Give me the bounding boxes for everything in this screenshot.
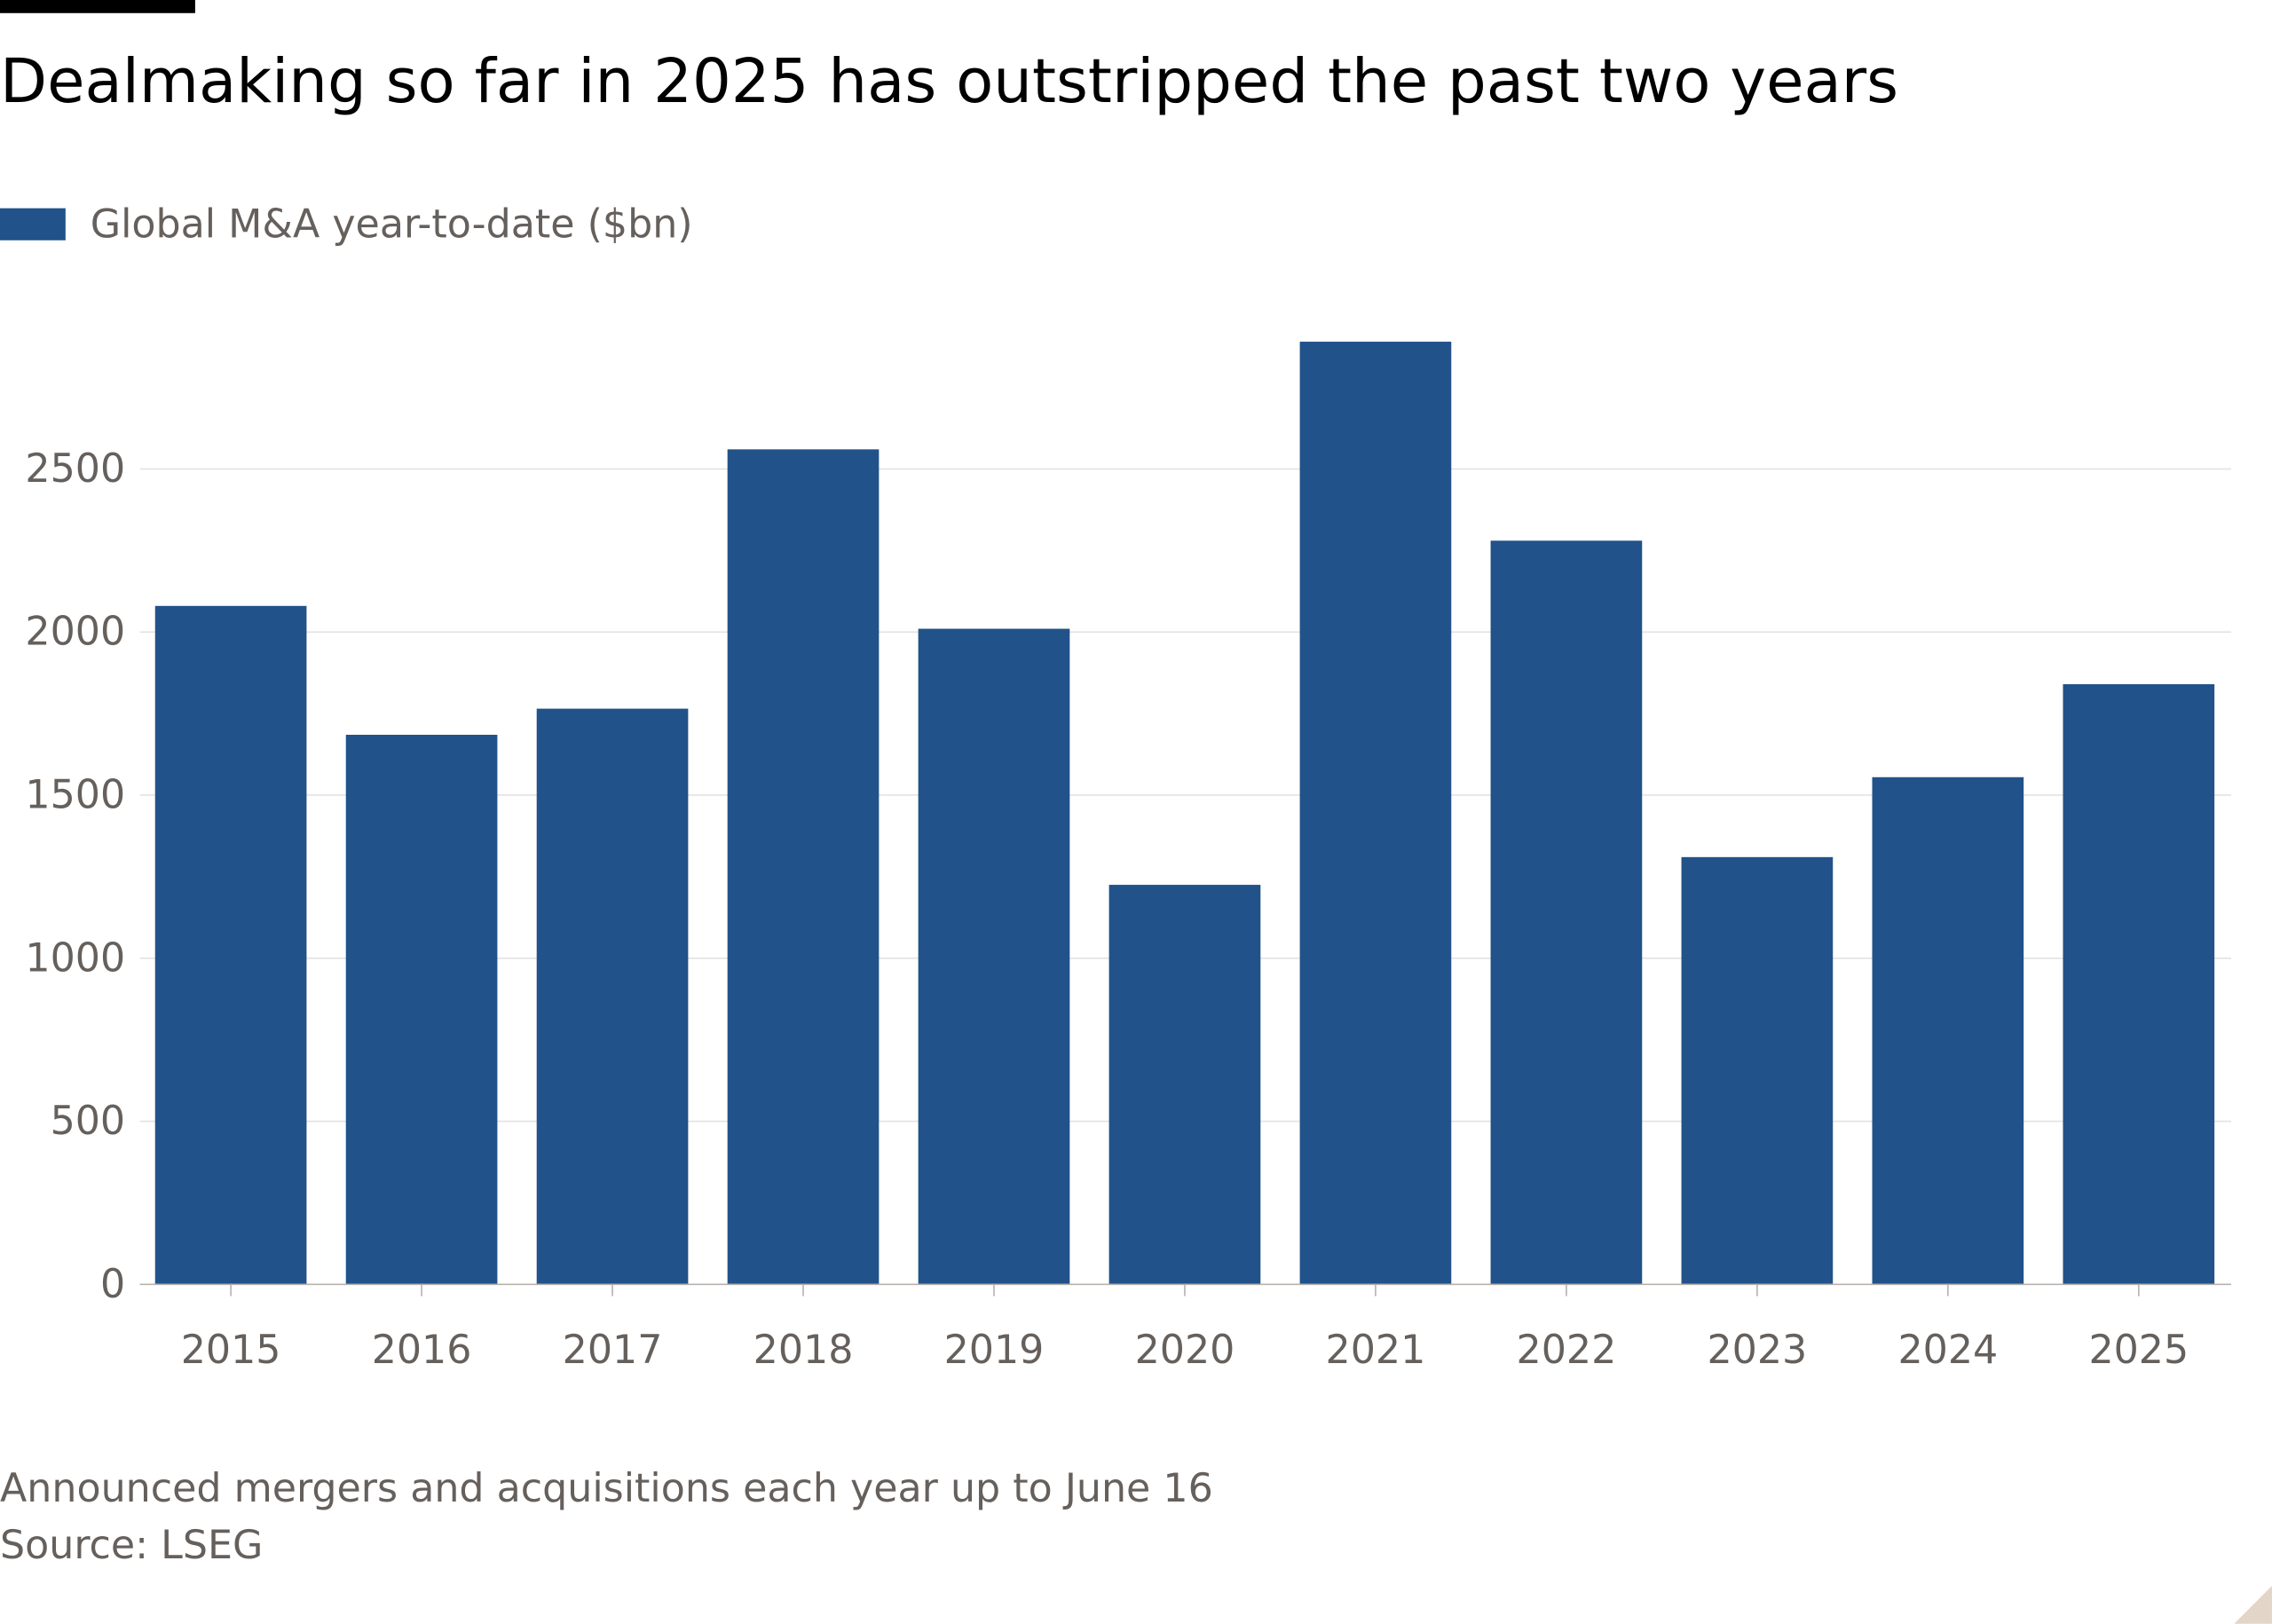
x-axis-labels: 2015 2016 2017 2018 2019 2020 2021 2022 2023 2024… bbox=[181, 1328, 2189, 1373]
y-tick-label-1000: 1000 bbox=[25, 935, 125, 981]
bar-2024 bbox=[1872, 777, 2024, 1285]
y-tick-label-2000: 2000 bbox=[25, 610, 125, 655]
x-tick-label-2023: 2023 bbox=[1707, 1328, 1807, 1373]
x-tick-label-2022: 2022 bbox=[1517, 1328, 1617, 1373]
x-tick-label-2016: 2016 bbox=[372, 1328, 472, 1373]
bar-2020 bbox=[1108, 885, 1261, 1285]
bar-2021 bbox=[1299, 342, 1452, 1285]
legend-label: Global M&A year-to-date ($bn) bbox=[90, 201, 693, 248]
x-tick-label-2019: 2019 bbox=[944, 1328, 1045, 1373]
bar-2015 bbox=[154, 605, 307, 1285]
chart-title: Dealmaking so far in 2025 has outstrippe… bbox=[0, 44, 1898, 117]
bar-2025 bbox=[2063, 684, 2215, 1285]
bar-2016 bbox=[345, 734, 498, 1285]
bar-2019 bbox=[918, 628, 1070, 1285]
chart-source: Source: LSEG bbox=[0, 1523, 264, 1569]
x-tick-label-2018: 2018 bbox=[753, 1328, 854, 1373]
bar-2022 bbox=[1490, 540, 1643, 1285]
legend: Global M&A year-to-date ($bn) bbox=[0, 195, 693, 254]
bar-2018 bbox=[727, 449, 880, 1285]
y-tick-label-2500: 2500 bbox=[25, 446, 125, 492]
y-tick-label-1500: 1500 bbox=[25, 772, 125, 817]
x-tick-label-2025: 2025 bbox=[2088, 1328, 2189, 1373]
x-tick-label-2021: 2021 bbox=[1326, 1328, 1426, 1373]
corner-fold-mark bbox=[2234, 1586, 2272, 1624]
bar-2017 bbox=[536, 708, 689, 1285]
brand-bar bbox=[0, 0, 195, 13]
bars bbox=[154, 342, 2215, 1285]
legend-swatch bbox=[0, 208, 66, 240]
x-tick-label-2015: 2015 bbox=[181, 1328, 281, 1373]
x-tick-label-2017: 2017 bbox=[563, 1328, 663, 1373]
x-tick-label-2020: 2020 bbox=[1135, 1328, 1235, 1373]
x-tick-label-2024: 2024 bbox=[1897, 1328, 1998, 1373]
bar-2023 bbox=[1681, 856, 1834, 1285]
y-axis-labels: 0 500 1000 1500 2000 2500 bbox=[25, 446, 125, 1307]
x-axis bbox=[139, 1283, 2232, 1297]
y-tick-label-0: 0 bbox=[100, 1262, 125, 1307]
y-tick-label-500: 500 bbox=[51, 1099, 126, 1144]
chart-note: Announced mergers and acquisitions each … bbox=[0, 1466, 1213, 1512]
